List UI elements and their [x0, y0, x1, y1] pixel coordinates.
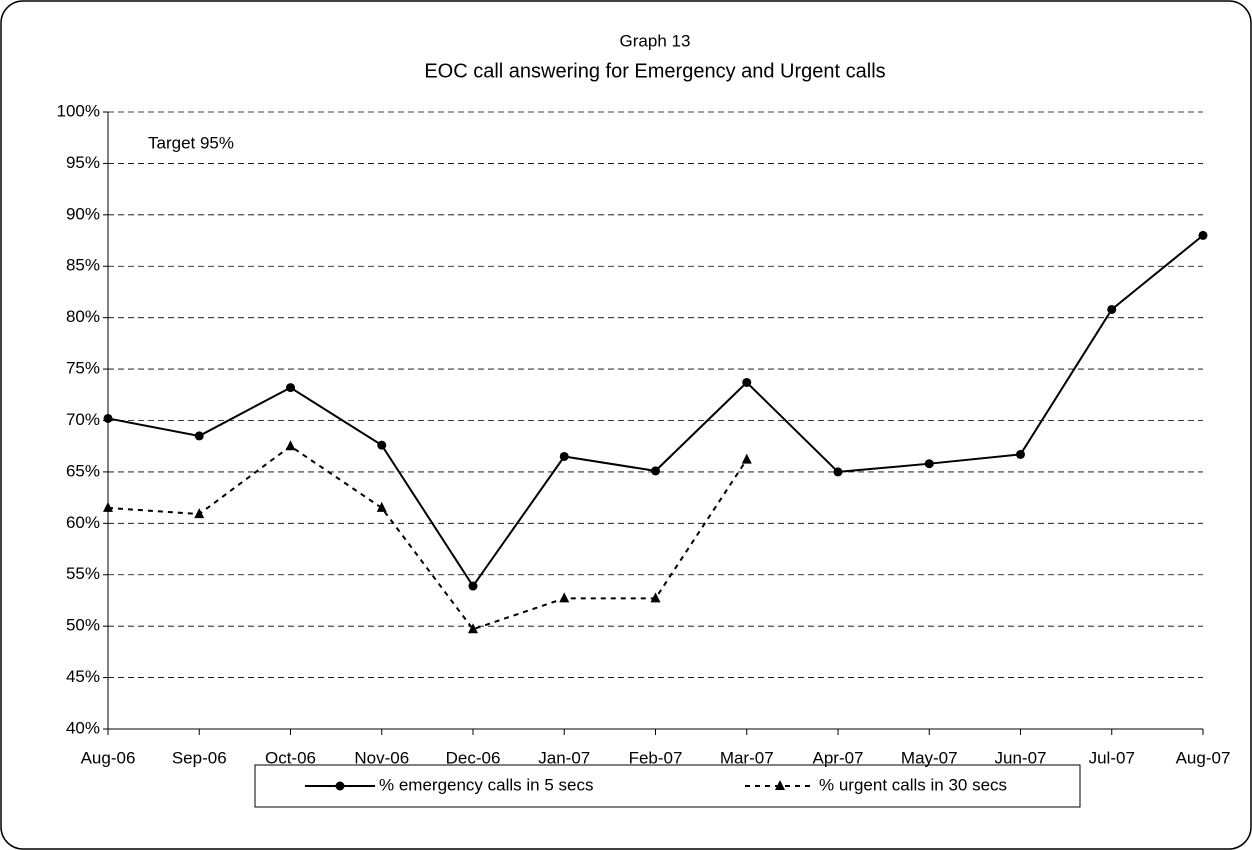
- point: [285, 440, 296, 451]
- point: [194, 508, 205, 519]
- x-tick-label: Mar-07: [720, 748, 774, 767]
- point: [468, 581, 478, 591]
- y-tick-label: 95%: [66, 153, 100, 172]
- x-tick-label: Aug-07: [1176, 748, 1231, 767]
- point: [468, 623, 478, 634]
- y-tick-label: 75%: [66, 359, 100, 378]
- point: [1016, 449, 1025, 459]
- y-tick-label: 65%: [66, 461, 100, 480]
- y-tick-label: 70%: [66, 410, 100, 429]
- x-tick-label: Jul-07: [1089, 748, 1135, 767]
- series-line: [107, 444, 748, 631]
- x-tick-label: Dec-06: [446, 748, 501, 767]
- point: [286, 383, 295, 393]
- point: [194, 431, 204, 441]
- point: [335, 781, 345, 791]
- point: [376, 501, 387, 512]
- point: [650, 592, 661, 603]
- legend-box: [254, 764, 1081, 808]
- point: [103, 501, 113, 512]
- y-tick-label: 90%: [66, 204, 100, 223]
- y-tick-label: 55%: [66, 564, 100, 583]
- x-tick-label: Sep-06: [172, 748, 227, 767]
- point: [651, 466, 660, 476]
- chart-subtitle: Graph 13: [620, 31, 691, 50]
- point: [833, 467, 843, 477]
- legend-label: % emergency calls in 5 secs: [379, 775, 593, 794]
- y-tick-label: 60%: [66, 513, 100, 532]
- annotation: Target 95%: [148, 133, 234, 152]
- x-tick-label: Jan-07: [538, 748, 590, 767]
- point: [559, 592, 570, 603]
- x-tick-label: Aug-06: [81, 748, 136, 767]
- point: [377, 440, 387, 450]
- point: [1198, 230, 1208, 240]
- x-tick-label: May-07: [901, 748, 958, 767]
- y-tick-label: 85%: [66, 256, 100, 275]
- legend-label: % urgent calls in 30 secs: [819, 775, 1007, 794]
- y-tick-label: 45%: [66, 667, 100, 686]
- y-tick-label: 100%: [57, 101, 100, 120]
- x-tick-label: Nov-06: [354, 748, 409, 767]
- point: [559, 451, 569, 461]
- point: [741, 453, 752, 464]
- point: [775, 780, 785, 790]
- point: [103, 413, 113, 423]
- x-tick-label: Feb-07: [629, 748, 683, 767]
- y-tick-label: 50%: [66, 616, 100, 635]
- point: [742, 377, 752, 387]
- chart-title: EOC call answering for Emergency and Urg…: [424, 60, 885, 82]
- x-tick-label: Jun-07: [995, 748, 1047, 767]
- y-tick-label: 40%: [66, 718, 100, 737]
- point: [924, 459, 934, 469]
- point: [1107, 304, 1117, 314]
- x-tick-label: Apr-07: [812, 748, 863, 767]
- x-tick-label: Oct-06: [265, 748, 316, 767]
- y-tick-label: 80%: [66, 307, 100, 326]
